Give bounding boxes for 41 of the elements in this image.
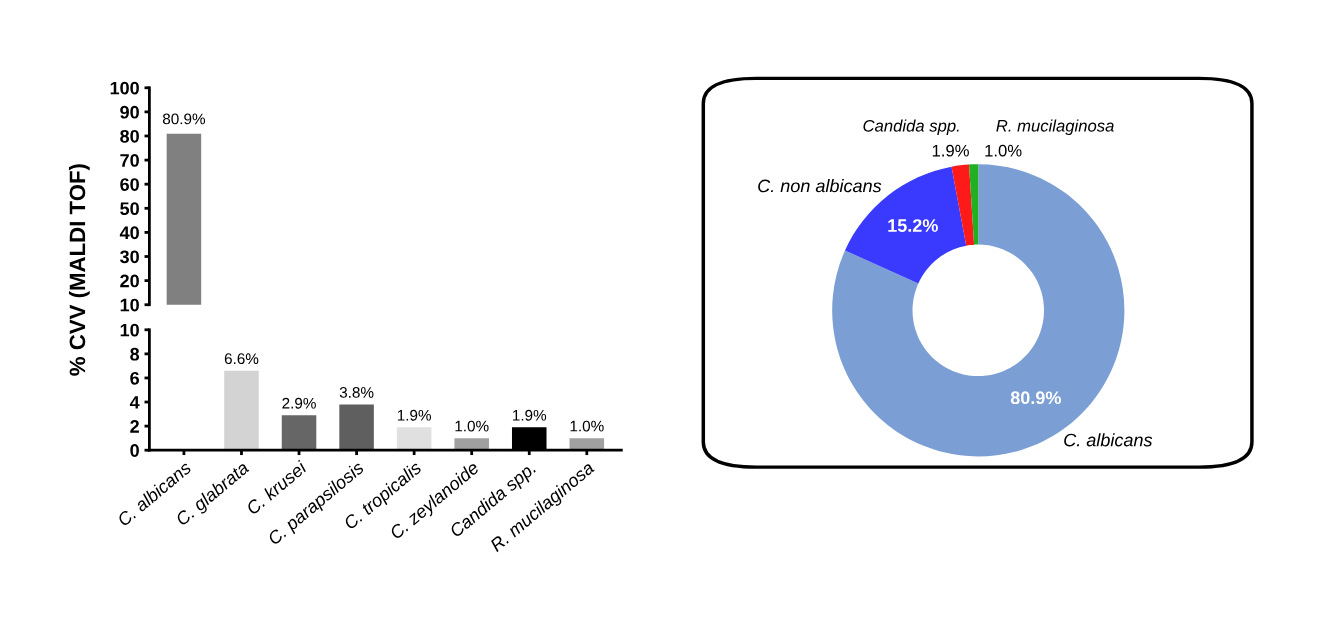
data-label: 1.9% (397, 409, 432, 421)
y-tick-label: 30 (120, 250, 139, 264)
y-tick-label: 0 (130, 444, 139, 457)
y-tick-label: 2 (130, 420, 139, 433)
slice-label: C. albicans (1064, 433, 1153, 447)
y-tick-label: 40 (119, 226, 139, 240)
y-tick-label: 60 (120, 178, 139, 191)
data-label: 2.9% (282, 397, 316, 409)
y-tick-label: 8 (130, 347, 140, 361)
slice-label: Candida spp. (863, 119, 959, 135)
y-tick-label: 90 (120, 105, 139, 119)
y-axis-title: % CVV (MALDI TOF) (68, 164, 90, 376)
data-label: 1.0% (985, 144, 1022, 157)
y-tick-label: 4 (129, 396, 140, 409)
data-label: 1.0% (570, 420, 604, 432)
slice-label: C. non albicans (758, 179, 882, 193)
bar (396, 427, 432, 451)
y-tick-label: 100 (110, 81, 139, 95)
y-tick-label: 10 (120, 298, 139, 312)
y-tick-label: 50 (120, 202, 139, 216)
data-label: 3.8% (339, 386, 374, 398)
data-label: 1.9% (932, 144, 969, 157)
bar (454, 438, 489, 451)
donut-slice (969, 164, 979, 245)
bar (224, 370, 259, 451)
data-label: 80.9% (1010, 391, 1061, 405)
data-label: 1.9% (513, 409, 547, 421)
y-tick-label: 80 (120, 129, 139, 143)
bar (281, 415, 317, 451)
bar (339, 404, 374, 451)
data-label: 6.6% (224, 353, 259, 365)
donut-slice (951, 164, 975, 246)
y-tick-label: 10 (120, 323, 139, 337)
y-tick-label: 20 (120, 274, 139, 288)
y-tick-label: 6 (130, 371, 140, 385)
slice-label: R. mucilaginosa (996, 119, 1114, 135)
y-tick-label: 70 (120, 154, 139, 167)
data-label: 15.2% (888, 219, 938, 232)
data-label: 1.0% (455, 420, 489, 432)
bar (569, 438, 605, 451)
data-label: 80.9% (162, 113, 206, 125)
